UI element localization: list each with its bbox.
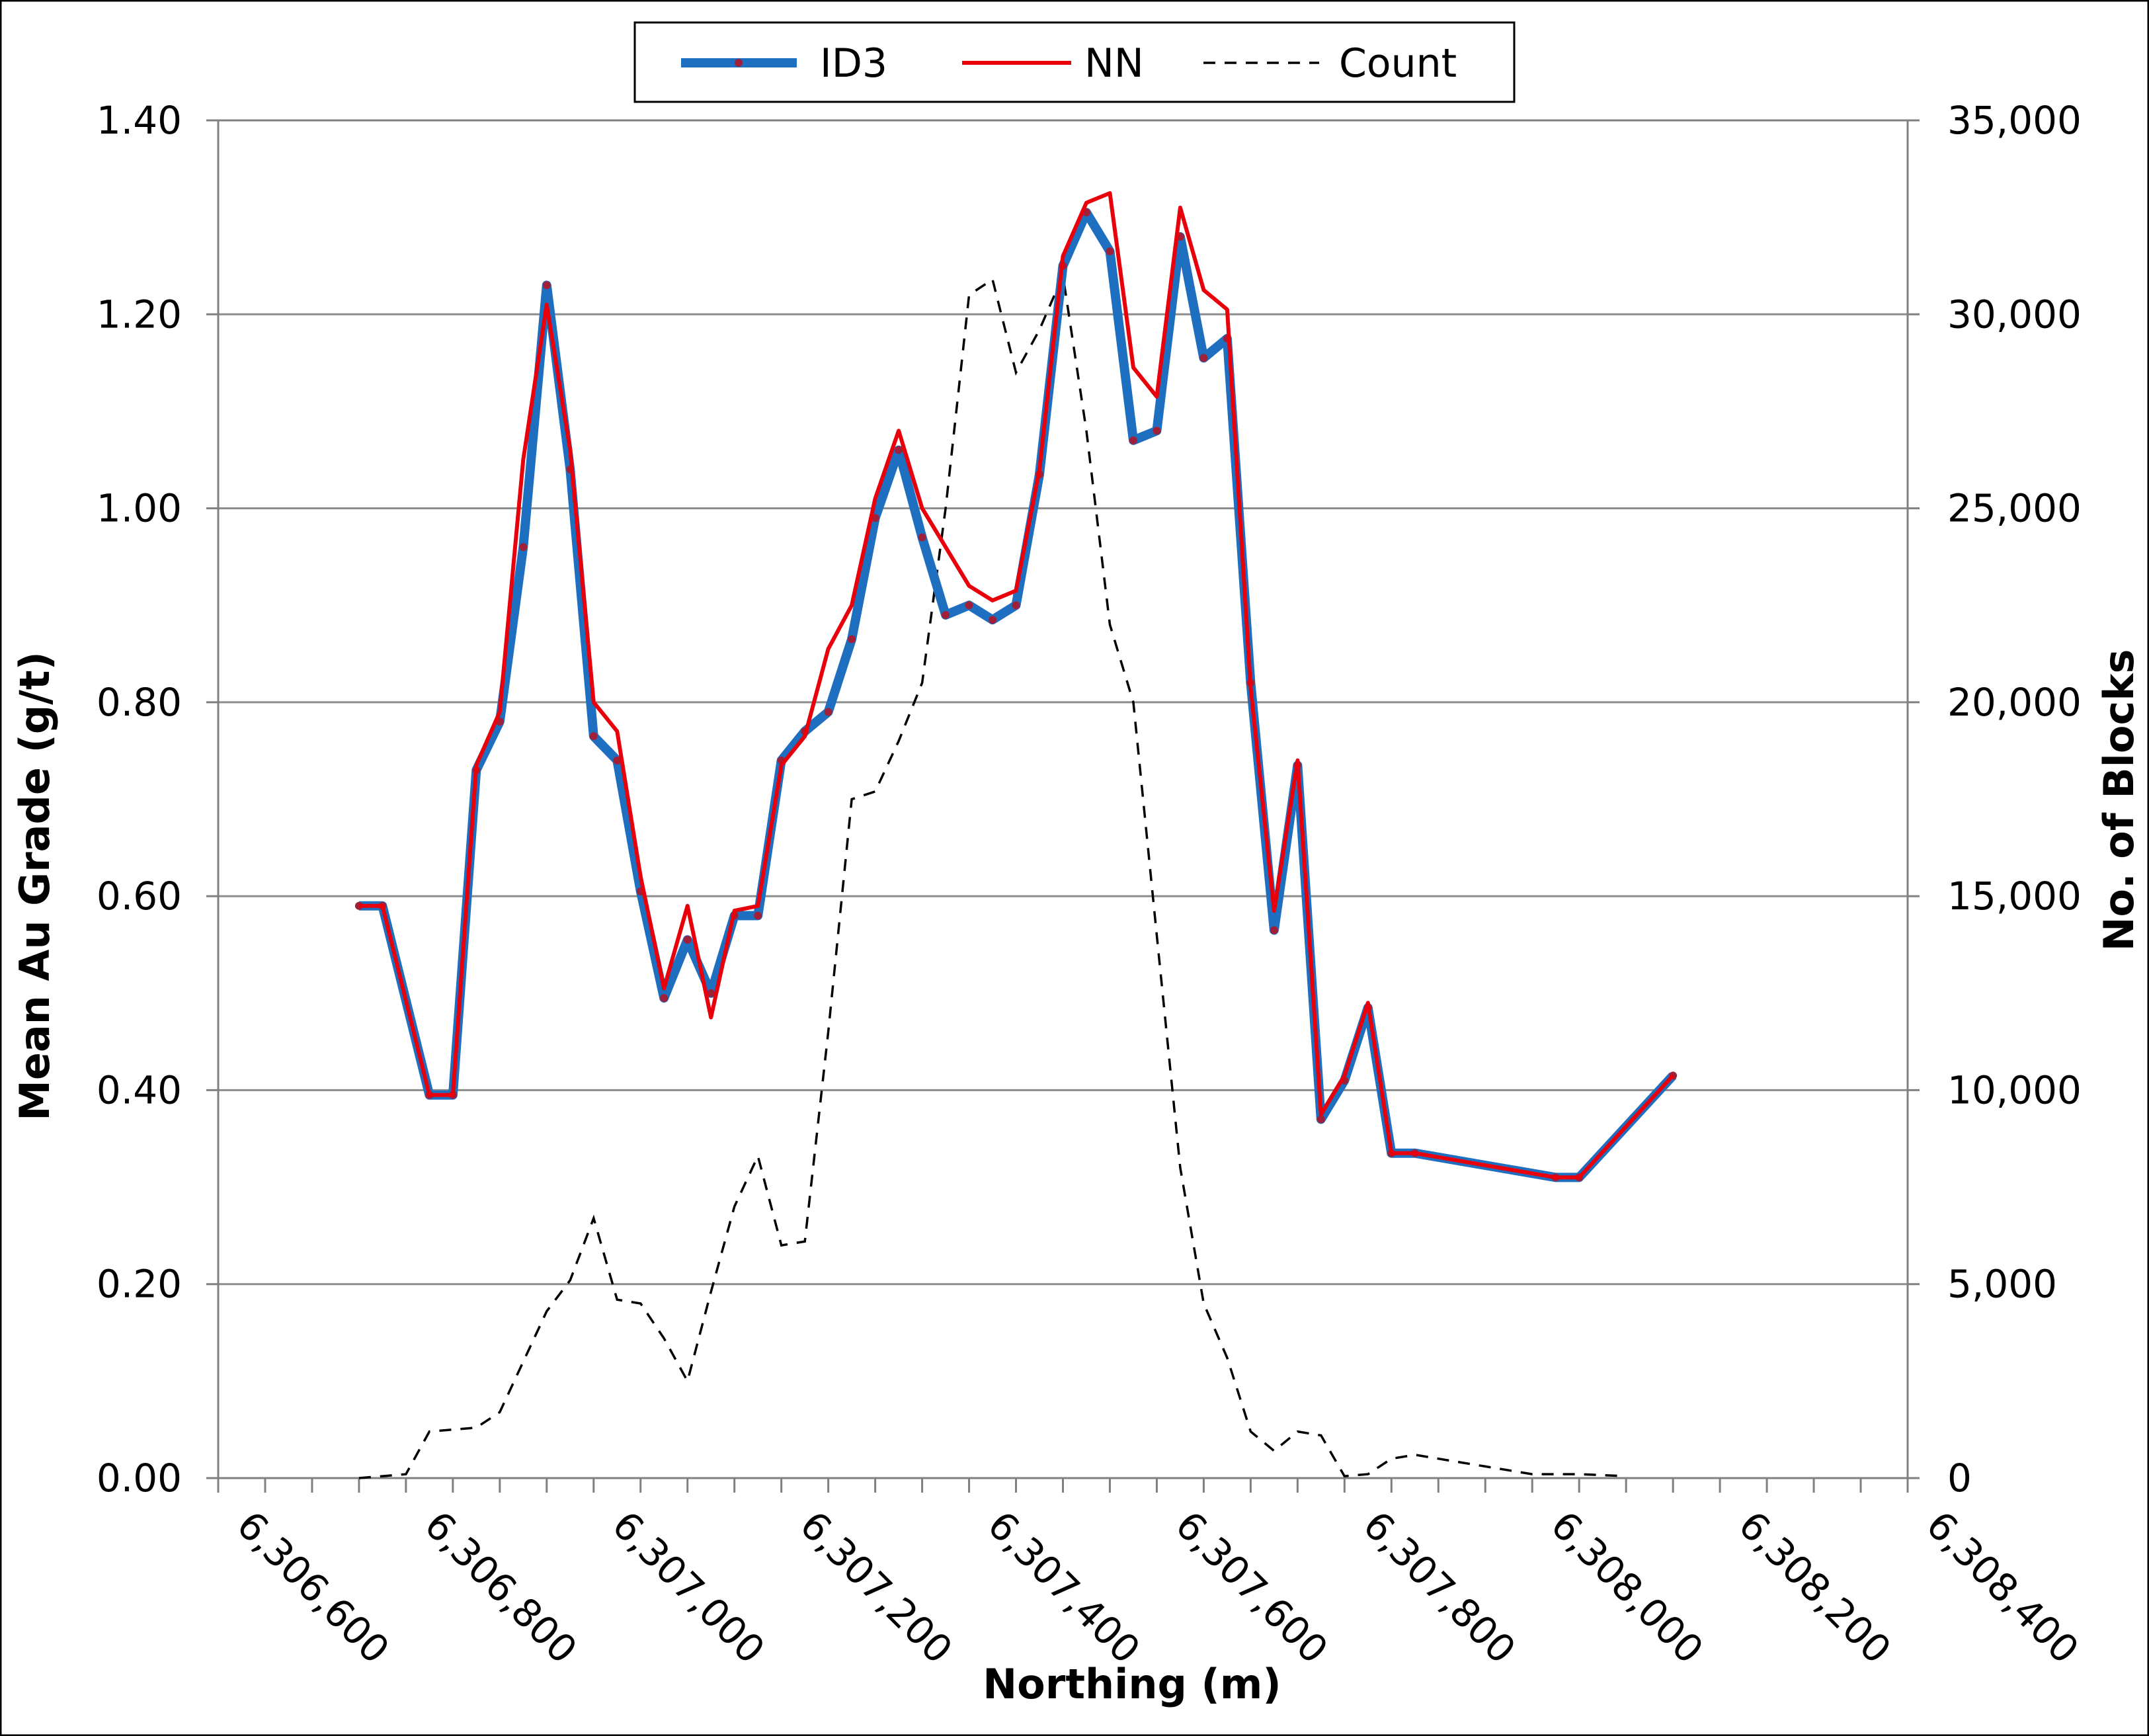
y2-tick-label: 30,000 <box>1947 292 2082 337</box>
data-point-id3 <box>542 281 551 290</box>
y2-tick-label: 20,000 <box>1947 680 2082 725</box>
data-point-id3 <box>589 732 598 741</box>
data-point-id3 <box>519 543 528 552</box>
y-tick-label: 0.60 <box>97 874 182 919</box>
data-point-id3 <box>1129 436 1137 444</box>
data-point-id3 <box>660 994 669 1003</box>
x-axis-title: Northing (m) <box>983 1660 1281 1708</box>
y-tick-label: 0.00 <box>97 1456 182 1501</box>
y2-axis-title: No. of Blocks <box>2095 649 2143 952</box>
data-point-id3 <box>683 936 692 944</box>
data-point-id3 <box>613 756 622 765</box>
data-point-id3 <box>1270 926 1278 934</box>
y-tick-label: 0.80 <box>97 680 182 725</box>
data-point-id3 <box>989 616 997 624</box>
y-tick-label: 0.40 <box>97 1067 182 1112</box>
legend-label-count: Count <box>1339 40 1457 87</box>
y-tick-label: 0.20 <box>97 1262 182 1307</box>
series-nn <box>358 191 1675 1180</box>
data-point-id3 <box>1199 354 1208 362</box>
data-point-id3 <box>1317 1115 1325 1124</box>
y2-tick-label: 15,000 <box>1947 874 2082 919</box>
data-point-id3 <box>918 533 926 542</box>
y-axis-right: 0 5,000 10,000 15,000 20,000 25,000 30,000 35,0… <box>1908 98 2082 1501</box>
data-point-id3 <box>942 610 950 619</box>
data-point-id3 <box>754 911 762 920</box>
data-point-id3 <box>895 446 903 454</box>
y-axis-left: 0.00 0.20 0.40 0.60 0.80 1.00 1.20 1.40 <box>97 98 218 1501</box>
y-axis-title: Mean Au Grade (g/t) <box>11 651 59 1121</box>
legend: ID3 NN Count <box>633 21 1516 103</box>
data-point-id3 <box>965 601 973 610</box>
y2-tick-label: 0 <box>1947 1456 1972 1501</box>
legend-label-id3: ID3 <box>820 40 887 87</box>
data-point-id3 <box>848 635 856 643</box>
data-point-id3 <box>1012 601 1020 610</box>
y2-tick-label: 5,000 <box>1947 1262 2057 1307</box>
series-line-count <box>358 271 1627 1479</box>
data-point-id3 <box>1106 247 1114 255</box>
series-line-nn <box>358 191 1675 1180</box>
y-tick-label: 1.00 <box>97 486 182 531</box>
data-point-id3 <box>1153 427 1161 435</box>
y2-tick-label: 10,000 <box>1947 1067 2082 1112</box>
y-tick-label: 1.20 <box>97 292 182 337</box>
y2-tick-label: 25,000 <box>1947 486 2082 531</box>
legend-label-nn: NN <box>1084 40 1144 87</box>
legend-marker-id3 <box>735 59 743 67</box>
series-count <box>358 271 1627 1479</box>
y2-tick-label: 35,000 <box>1947 98 2082 143</box>
data-point-id3 <box>707 989 715 997</box>
y-tick-label: 1.40 <box>97 98 182 143</box>
series-layer <box>354 191 1678 1479</box>
data-point-id3 <box>824 708 832 716</box>
